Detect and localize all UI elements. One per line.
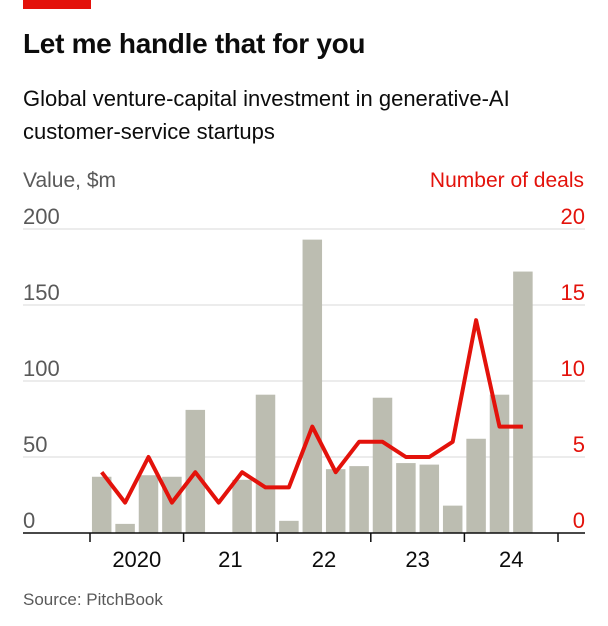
bar-2020-q2 <box>138 475 159 533</box>
y-left-tick-label: 150 <box>23 280 60 305</box>
chart-subtitle: Global venture-capital investment in gen… <box>23 86 510 144</box>
bar-2023-q3 <box>442 505 463 533</box>
bar-2022-q1 <box>302 239 323 533</box>
bar-2021-q3 <box>255 394 276 533</box>
bar-2023-q4 <box>466 438 486 533</box>
x-tick-label: 2020 <box>112 547 161 572</box>
y-left-tick-label: 100 <box>23 356 60 381</box>
bar-2022-q4 <box>372 397 393 533</box>
y-right-tick-label: 15 <box>561 280 585 305</box>
right-axis-label: Number of deals <box>430 169 584 192</box>
y-left-tick-label: 50 <box>23 432 47 457</box>
source-note: Source: PitchBook <box>23 590 163 609</box>
y-right-tick-label: 0 <box>573 508 585 533</box>
x-tick-label: 22 <box>312 547 336 572</box>
bar-2023-q1 <box>396 463 416 533</box>
y-left-tick-label: 0 <box>23 508 35 533</box>
left-axis-label: Value, $m <box>23 169 116 192</box>
x-tick-label: 24 <box>499 547 523 572</box>
bar-2023-q2 <box>419 464 440 533</box>
x-tick-label: 23 <box>405 547 429 572</box>
y-left-tick-label: 200 <box>23 204 60 229</box>
y-right-tick-label: 10 <box>561 356 585 381</box>
x-tick-label: 21 <box>218 547 242 572</box>
brand-bar <box>23 0 91 9</box>
bar-2024-q2 <box>513 271 533 533</box>
deals-line <box>100 318 523 505</box>
bar-2022-q2 <box>325 469 346 533</box>
bar-2024-q1 <box>489 394 510 533</box>
bar-2020-q1 <box>115 523 135 533</box>
bar-2019-q4 <box>91 476 112 533</box>
y-right-tick-label: 20 <box>561 204 585 229</box>
bar-2021-q4 <box>279 520 299 533</box>
bar-2022-q3 <box>349 466 369 533</box>
y-right-tick-label: 5 <box>573 432 585 457</box>
bar-2021-q2 <box>232 479 252 533</box>
chart-title: Let me handle that for you <box>23 28 366 59</box>
